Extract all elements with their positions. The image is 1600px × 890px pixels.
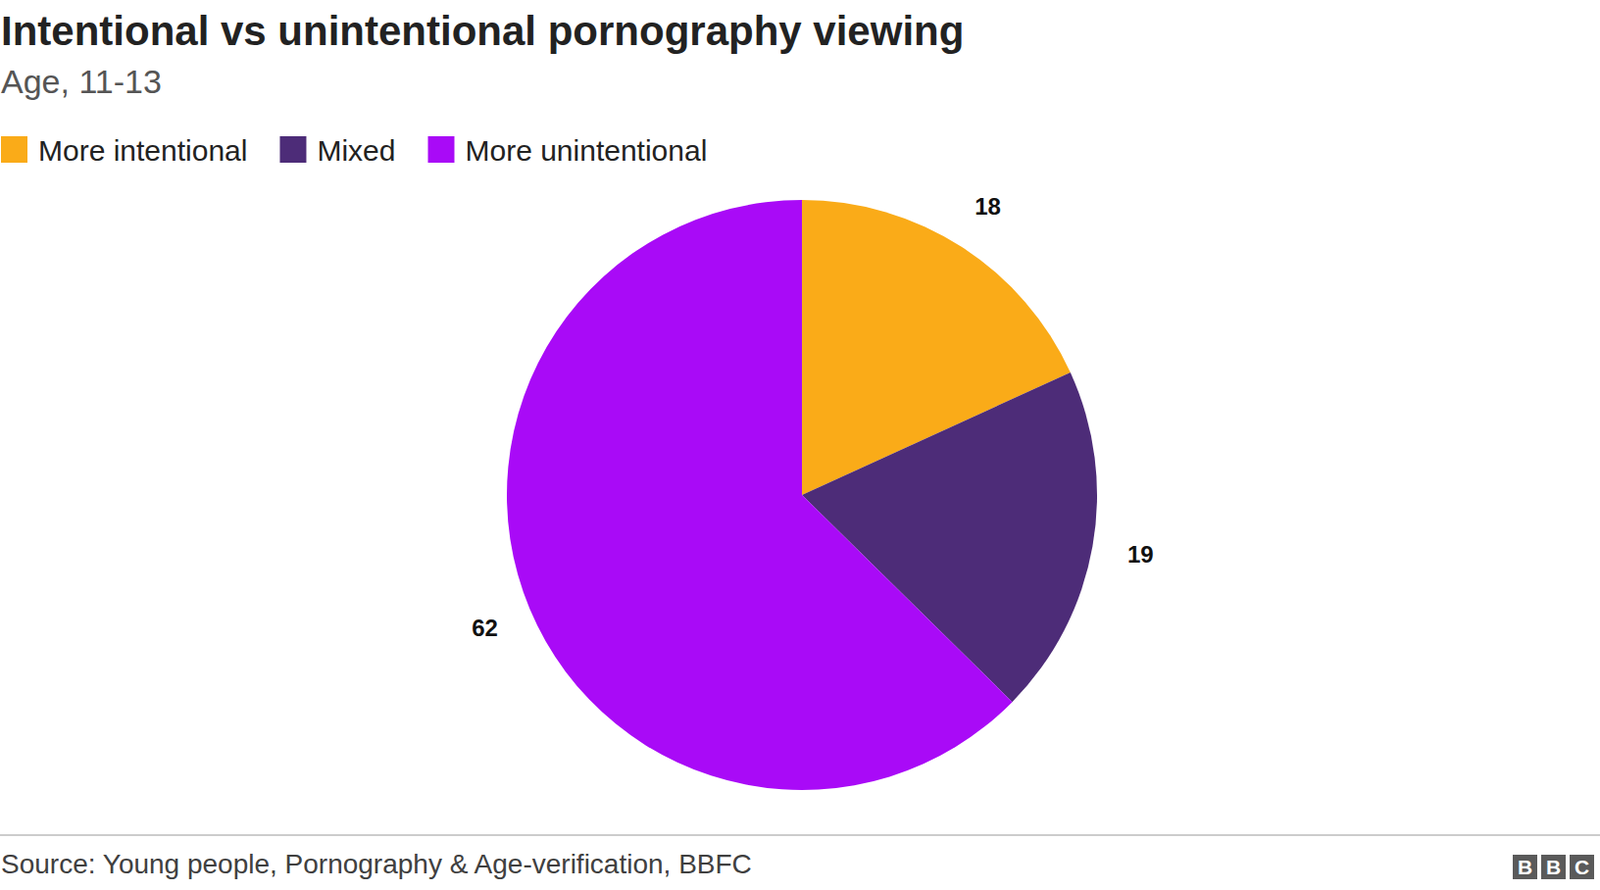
legend-swatch [0,136,28,163]
logo-box [1541,854,1566,880]
source: Source: Young people, Pornography & Age-… [0,849,752,880]
logo: BBC [1512,854,1595,880]
logo-box [1569,854,1595,880]
data-label: 19 [1127,541,1154,568]
pie [506,200,1098,791]
data-labels: 18 19 62 [471,193,1153,642]
legend-swatch [428,136,455,163]
legend-label: More unintentional [465,134,708,167]
legend-swatch [279,136,306,163]
legend-label: Mixed [316,134,396,167]
slice [506,200,1013,791]
logo-box [1512,854,1538,880]
title: Intentional vs unintentional pornography… [0,7,964,54]
footer-rule [0,834,1600,837]
data-label: 62 [471,614,499,642]
subtitle: Age, 11-13 [0,62,162,100]
legend-label: More intentional [38,134,248,167]
chart: Intentional vs unintentional pornography… [0,0,1600,890]
logo-text: BBC [1517,855,1590,879]
data-label: 18 [974,193,1001,220]
legend: More intentional Mixed More unintentional [0,134,707,167]
